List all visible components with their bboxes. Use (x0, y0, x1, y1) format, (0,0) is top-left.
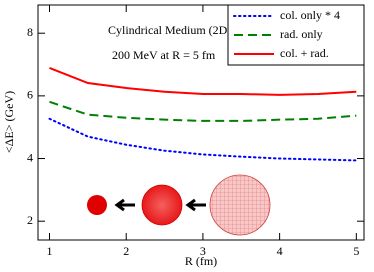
x-tick-label: 1 (47, 244, 53, 258)
y-tick-label: 8 (27, 25, 33, 39)
legend-label: rad. only (280, 27, 323, 41)
y-axis-label: <ΔE> (GeV) (2, 91, 16, 153)
plot-frame (37, 4, 365, 241)
y-tick-label: 2 (27, 213, 33, 227)
y-tick-label: 6 (27, 88, 33, 102)
x-tick-label: 4 (277, 244, 283, 258)
series-line (48, 117, 358, 162)
x-axis-label: R (fm) (185, 254, 217, 268)
arrow (114, 198, 135, 212)
annotation: 200 MeV at R = 5 fm (112, 48, 216, 62)
x-tick-label: 2 (123, 244, 129, 258)
illustration (87, 174, 271, 236)
arrow (185, 198, 206, 212)
medium-circle (141, 184, 183, 226)
series-line (49, 67, 357, 96)
annotation: Cylindrical Medium (2D) (108, 23, 231, 37)
legend-label: col. + rad. (280, 46, 329, 60)
x-tick-label: 5 (353, 244, 359, 258)
x-tick-label: 3 (200, 244, 206, 258)
series-line (49, 100, 357, 122)
small-circle (87, 195, 107, 215)
y-tick-label: 4 (27, 150, 33, 164)
legend-label: col. only * 4 (280, 8, 340, 22)
large-circle (209, 174, 271, 236)
